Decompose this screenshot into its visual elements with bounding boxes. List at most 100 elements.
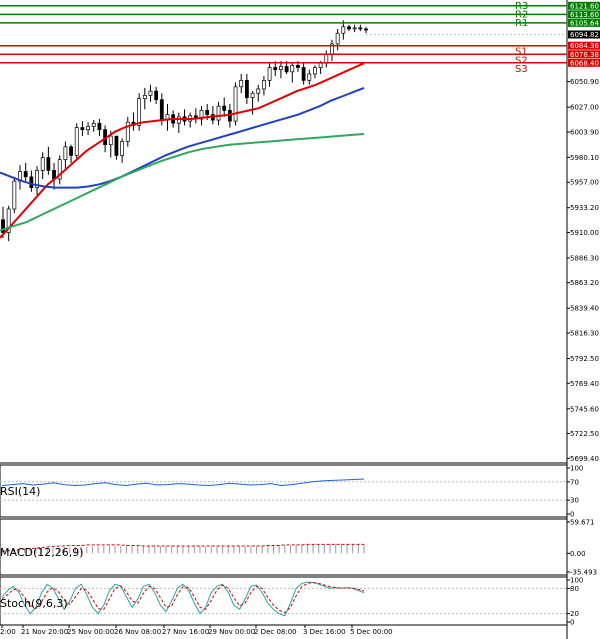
candle <box>239 73 244 94</box>
indicator-frame <box>0 518 568 576</box>
candle <box>199 106 204 126</box>
candle <box>57 155 62 185</box>
price-plot-area <box>0 0 567 463</box>
candle-body <box>176 116 181 124</box>
candle-body <box>279 66 283 71</box>
level-tag-s3: 6068.40 <box>570 59 599 67</box>
indicator-label: RSI(14) <box>0 485 40 498</box>
candle-body <box>159 99 164 121</box>
time-tick-label: 3 Dec 16:00 <box>303 628 346 636</box>
candle-body <box>148 90 153 96</box>
candle <box>352 24 357 33</box>
candle <box>6 205 11 242</box>
price-tick-label: 5933.20 <box>570 204 599 212</box>
price-tick-label: 5792.50 <box>570 355 599 363</box>
stoch-signal-line <box>1 581 365 614</box>
price-tick-label: 5699.40 <box>570 455 599 463</box>
candle-body <box>63 146 68 161</box>
time-tick-label: 2:00 <box>0 628 16 636</box>
candle-body <box>250 92 255 98</box>
candle-body <box>35 170 39 188</box>
time-tick-label: 26 Nov 08:00 <box>114 628 161 636</box>
level-tag-box <box>568 18 600 27</box>
candle-body <box>108 135 113 146</box>
stoch-main-line <box>1 581 365 617</box>
candle <box>154 86 159 104</box>
level-tag-box <box>568 58 600 67</box>
candle <box>137 93 142 131</box>
candle <box>307 69 312 85</box>
candle-body <box>296 65 300 68</box>
candle-body <box>1 219 5 233</box>
candle <box>23 162 28 182</box>
indicator-tick-label: 0 <box>570 619 574 627</box>
candle-body <box>74 127 79 156</box>
time-tick-label: 25 Nov 00:00 <box>67 628 114 636</box>
indicator-tick-label: -35.493 <box>570 569 597 577</box>
price-tick-label: 5839.40 <box>570 305 599 313</box>
candle <box>142 87 147 110</box>
candle-body <box>256 88 261 94</box>
candle <box>358 24 363 32</box>
indicator-tick-label: 80 <box>570 585 579 593</box>
candle-body <box>29 176 34 188</box>
level-label-s3: S3 <box>515 64 528 75</box>
level-tag-box <box>568 50 600 59</box>
candle <box>63 141 68 169</box>
price-tick-label: 5886.30 <box>570 254 599 262</box>
candle <box>250 91 255 115</box>
price-tick-label: 6027.00 <box>570 104 599 112</box>
candle <box>35 166 39 196</box>
candle-body <box>97 122 102 131</box>
indicator-frame <box>0 464 568 518</box>
price-tick-label: 5863.20 <box>570 279 599 287</box>
price-tick-label: 6050.90 <box>570 78 599 86</box>
candle <box>1 206 5 238</box>
level-tag-box <box>568 41 600 50</box>
level-tag-r2: 6113.60 <box>570 11 599 19</box>
candle <box>313 65 317 79</box>
indicator-label: MACD(12,26,9) <box>0 546 84 559</box>
candle-body <box>335 32 340 45</box>
macd-signal-line <box>1 543 364 552</box>
indicator-panel: 59.671 0.00 -35.493 MACD(12,26,9) <box>0 518 597 577</box>
candle <box>256 84 261 102</box>
candle <box>12 176 17 214</box>
time-tick-label: 5 Dec 00:00 <box>350 628 393 636</box>
price-tick-label: 5980.10 <box>570 154 599 162</box>
candle <box>273 61 278 77</box>
candle-body <box>205 110 210 116</box>
indicator-tick-label: 0 <box>570 511 574 519</box>
candle-body <box>86 126 90 131</box>
candle-body <box>324 54 329 64</box>
candle <box>222 97 227 117</box>
candle-body <box>137 98 142 126</box>
price-tick-label: 5957.00 <box>570 179 599 187</box>
current-price-tag: 6094.82 <box>570 31 599 39</box>
time-tick-label: 21 Nov 20:00 <box>21 628 68 636</box>
candle <box>233 82 238 126</box>
candle-body <box>364 28 368 31</box>
candle <box>301 63 306 85</box>
candle <box>97 118 102 137</box>
candle-body <box>239 80 244 88</box>
candle-body <box>290 65 295 73</box>
candle <box>86 122 90 136</box>
candle <box>120 138 125 163</box>
price-tick-label: 5722.50 <box>570 430 599 438</box>
candle-body <box>125 121 130 142</box>
candle-body <box>80 127 85 131</box>
indicator-panels: 100 70 30 0 RSI(14) 59.671 0.00 -35.493 MACD(12,… <box>0 464 597 627</box>
candle <box>74 123 79 160</box>
candle <box>148 84 153 102</box>
candle-body <box>222 105 227 111</box>
candle-body <box>6 208 11 233</box>
candle-body <box>154 90 159 101</box>
price-tick-label: 5769.40 <box>570 380 599 388</box>
candle <box>244 73 249 104</box>
time-tick-label: 2 Dec 08:00 <box>254 628 297 636</box>
candle-body <box>313 67 317 75</box>
